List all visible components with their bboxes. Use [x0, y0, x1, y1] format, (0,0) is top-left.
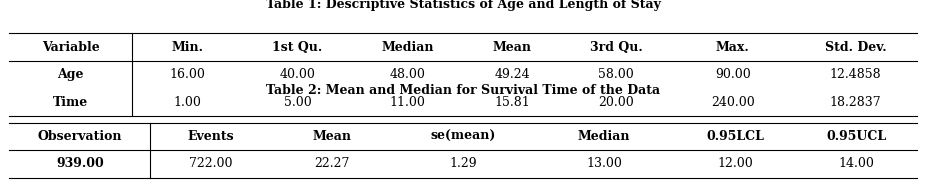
Text: 1st Qu.: 1st Qu. — [272, 41, 322, 54]
Text: 0.95UCL: 0.95UCL — [826, 130, 886, 143]
Text: Table 1: Descriptive Statistics of Age and Length of Stay: Table 1: Descriptive Statistics of Age a… — [266, 0, 660, 12]
Text: Min.: Min. — [171, 41, 203, 54]
Text: 40.00: 40.00 — [280, 68, 316, 81]
Text: 13.00: 13.00 — [586, 157, 622, 170]
Text: 11.00: 11.00 — [390, 96, 426, 109]
Text: 20.00: 20.00 — [598, 96, 634, 109]
Text: Events: Events — [188, 130, 234, 143]
Text: Observation: Observation — [38, 130, 122, 143]
Text: 48.00: 48.00 — [390, 68, 426, 81]
Text: Std. Dev.: Std. Dev. — [825, 41, 886, 54]
Text: 12.00: 12.00 — [718, 157, 753, 170]
Text: 3rd Qu.: 3rd Qu. — [590, 41, 643, 54]
Text: Mean: Mean — [312, 130, 352, 143]
Text: 15.81: 15.81 — [494, 96, 530, 109]
Text: se(mean): se(mean) — [431, 130, 495, 143]
Text: Mean: Mean — [493, 41, 532, 54]
Text: 14.00: 14.00 — [838, 157, 874, 170]
Text: Max.: Max. — [716, 41, 750, 54]
Text: Table 2: Mean and Median for Survival Time of the Data: Table 2: Mean and Median for Survival Ti… — [266, 84, 660, 97]
Text: 1.00: 1.00 — [173, 96, 201, 109]
Text: 22.27: 22.27 — [314, 157, 350, 170]
Text: Median: Median — [578, 130, 631, 143]
Text: 5.00: 5.00 — [283, 96, 311, 109]
Text: Variable: Variable — [42, 41, 99, 54]
Text: 58.00: 58.00 — [598, 68, 634, 81]
Text: 939.00: 939.00 — [56, 157, 104, 170]
Text: 16.00: 16.00 — [169, 68, 205, 81]
Text: 240.00: 240.00 — [711, 96, 755, 109]
Text: 90.00: 90.00 — [715, 68, 751, 81]
Text: Time: Time — [53, 96, 88, 109]
Text: 1.29: 1.29 — [449, 157, 477, 170]
Text: Age: Age — [57, 68, 84, 81]
Text: 18.2837: 18.2837 — [830, 96, 882, 109]
Text: 49.24: 49.24 — [494, 68, 530, 81]
Text: 0.95LCL: 0.95LCL — [707, 130, 764, 143]
Text: 12.4858: 12.4858 — [830, 68, 882, 81]
Text: 722.00: 722.00 — [189, 157, 232, 170]
Text: Median: Median — [382, 41, 434, 54]
